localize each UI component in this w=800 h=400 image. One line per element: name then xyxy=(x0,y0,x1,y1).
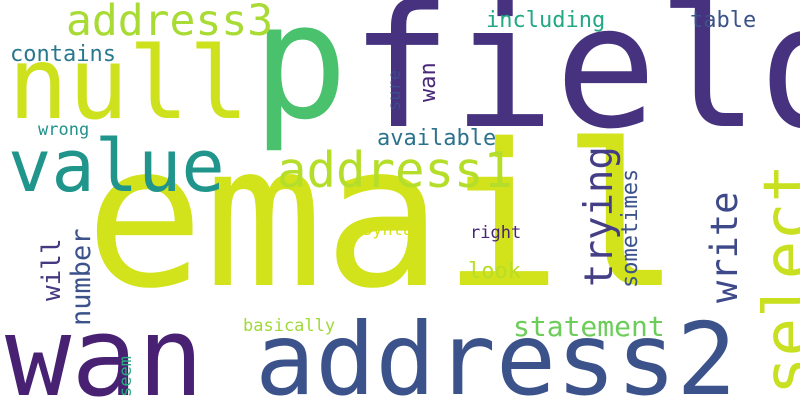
word-trying: trying xyxy=(577,146,622,287)
word-syntax: Syntax xyxy=(362,220,424,240)
word-right: right xyxy=(470,223,522,243)
word-statement: statement xyxy=(513,310,665,343)
word-sometimes: sometimes xyxy=(618,168,643,288)
word-wrong: wrong xyxy=(38,120,90,140)
word-address3: address3 xyxy=(66,0,274,46)
word-basically: basically xyxy=(243,316,336,336)
word-p: p xyxy=(252,0,349,155)
word-available: available xyxy=(377,126,497,151)
word-including: including xyxy=(486,8,606,33)
word-null: null xyxy=(8,25,249,142)
word-wan-small: wan xyxy=(416,62,441,102)
word-table: table xyxy=(690,8,757,33)
word-value: value xyxy=(8,124,225,208)
word-address1: address1 xyxy=(277,142,514,199)
word-number: number xyxy=(66,228,97,326)
word-write: write xyxy=(703,191,746,303)
word-contains: contains xyxy=(10,42,116,67)
word-field: field xyxy=(350,0,800,167)
word-wan-large: wan xyxy=(5,293,204,400)
word-sure: sure xyxy=(385,70,405,111)
word-seem: seem xyxy=(116,356,136,397)
word-select: select xyxy=(751,163,800,395)
word-address2: address2 xyxy=(255,301,737,400)
word-will: will xyxy=(37,238,67,301)
word-look: look xyxy=(468,259,521,284)
word-email: email xyxy=(85,101,682,332)
